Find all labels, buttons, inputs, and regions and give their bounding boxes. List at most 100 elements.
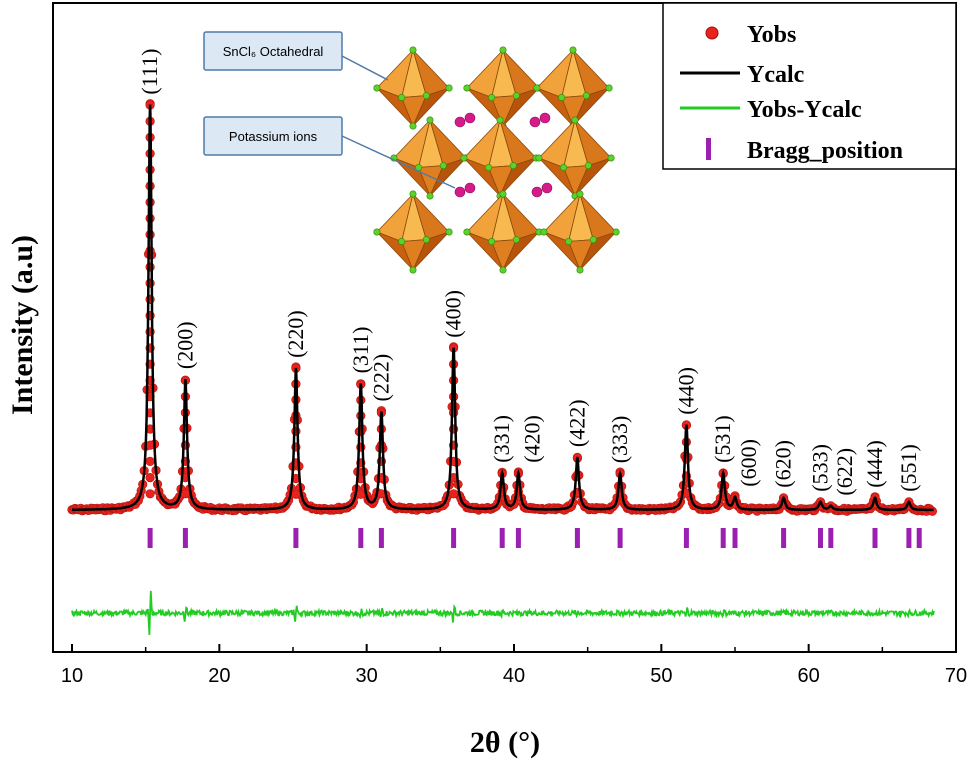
chlorine-atom	[560, 164, 568, 172]
y-axis-label: Intensity (a.u)	[6, 235, 39, 415]
bragg-position-mark	[515, 528, 521, 548]
peak-hkl-label: (222)	[368, 354, 393, 402]
chlorine-atom	[499, 266, 507, 274]
peak-hkl-label: (531)	[710, 415, 735, 463]
potassium-ion	[541, 182, 553, 194]
yobs-point	[291, 489, 301, 499]
legend-bragg-label: Bragg_position	[747, 138, 903, 164]
yobs-point	[145, 440, 155, 450]
chlorine-atom	[584, 162, 592, 170]
chlorine-atom	[426, 116, 434, 124]
chlorine-atom	[499, 46, 507, 54]
chlorine-atom	[463, 84, 471, 92]
chlorine-atom	[409, 46, 417, 54]
octahedral-callout-arrow	[341, 55, 389, 81]
potassium-ion	[529, 116, 541, 128]
chlorine-atom	[373, 84, 381, 92]
octahedral-callout-box	[203, 31, 343, 71]
chlorine-atom	[422, 236, 430, 244]
yobs-point	[145, 246, 155, 256]
bragg-position-mark	[182, 528, 188, 548]
octahedron	[460, 116, 540, 200]
yobs-point	[145, 456, 155, 467]
chlorine-atom	[576, 266, 584, 274]
octahedron	[373, 46, 453, 130]
bragg-position-mark	[358, 528, 364, 548]
x-tick-label: 60	[798, 665, 820, 687]
bragg-position-mark	[451, 528, 457, 548]
potassium-ion	[454, 186, 466, 198]
bragg-series	[147, 528, 922, 548]
yobs-point	[449, 408, 459, 418]
peak-hkl-label: (400)	[441, 290, 466, 338]
x-tick-label: 40	[503, 665, 525, 687]
chlorine-atom	[509, 162, 517, 170]
ycalc-line	[72, 104, 934, 512]
chlorine-atom	[485, 164, 493, 172]
octahedron-face	[429, 157, 467, 197]
chlorine-atom	[612, 228, 620, 236]
chlorine-atom	[373, 228, 381, 236]
peak-hkl-label: (622)	[832, 448, 857, 496]
yobs-point	[356, 489, 366, 499]
octahedron-face	[499, 157, 537, 197]
peak-hkl-label: (200)	[172, 321, 197, 369]
yobs-point	[449, 489, 459, 499]
potassium-callout-arrow	[341, 135, 456, 189]
chlorine-atom	[558, 94, 566, 102]
difference-series	[71, 590, 935, 635]
octahedron	[373, 190, 453, 274]
peak-hkl-label: (620)	[771, 440, 796, 488]
x-tick-label: 10	[61, 665, 83, 687]
chlorine-atom	[605, 84, 613, 92]
chlorine-atom	[535, 154, 543, 162]
legend-yobs-label: Yobs	[747, 22, 796, 48]
potassium-ion	[454, 116, 466, 128]
legend-diff-label: Yobs-Ycalc	[747, 97, 862, 123]
octahedron-face	[574, 157, 612, 197]
bragg-position-mark	[378, 528, 384, 548]
chlorine-atom	[569, 46, 577, 54]
bragg-position-mark	[574, 528, 580, 548]
chlorine-atom	[571, 116, 579, 124]
chlorine-atom	[409, 122, 417, 130]
bragg-position-mark	[916, 528, 922, 548]
chlorine-atom	[398, 94, 406, 102]
yobs-point	[145, 262, 155, 272]
peak-hkl-label: (331)	[489, 415, 514, 463]
octahedron-face	[572, 87, 610, 127]
x-tick-label: 70	[945, 665, 967, 687]
bragg-position-mark	[617, 528, 623, 548]
peak-hkl-label: (311)	[348, 327, 373, 374]
legend: Yobs Ycalc Yobs-Ycalc Bragg_position	[662, 2, 957, 170]
yobs-point	[145, 473, 155, 483]
octahedron-face	[502, 231, 540, 271]
plot-frame	[52, 2, 957, 653]
chlorine-atom	[460, 154, 468, 162]
potassium-ion	[464, 112, 476, 124]
peak-hkl-label: (440)	[673, 367, 698, 415]
chlorine-atom	[398, 238, 406, 246]
chlorine-atom	[512, 236, 520, 244]
peak-hkl-label: (444)	[862, 440, 887, 488]
potassium-ion	[539, 112, 551, 124]
octahedron	[535, 116, 615, 200]
peak-hkl-label: (220)	[283, 310, 308, 358]
bragg-position-mark	[499, 528, 505, 548]
peak-hkl-label: (420)	[519, 415, 544, 463]
chlorine-atom	[499, 190, 507, 198]
chlorine-atom	[439, 162, 447, 170]
bragg-position-mark	[828, 528, 834, 548]
yobs-point	[180, 424, 190, 434]
yobs-point	[356, 426, 366, 437]
bragg-position-mark	[293, 528, 299, 548]
crystal-structure-inset	[373, 46, 620, 274]
chlorine-atom	[409, 190, 417, 198]
yobs-point	[180, 489, 190, 499]
octahedron-face	[502, 87, 540, 127]
peak-hkl-label: (533)	[808, 444, 833, 492]
yobs-point	[145, 230, 155, 240]
x-axis-label: 2θ (°)	[470, 726, 540, 759]
x-tick-label: 20	[208, 665, 230, 687]
